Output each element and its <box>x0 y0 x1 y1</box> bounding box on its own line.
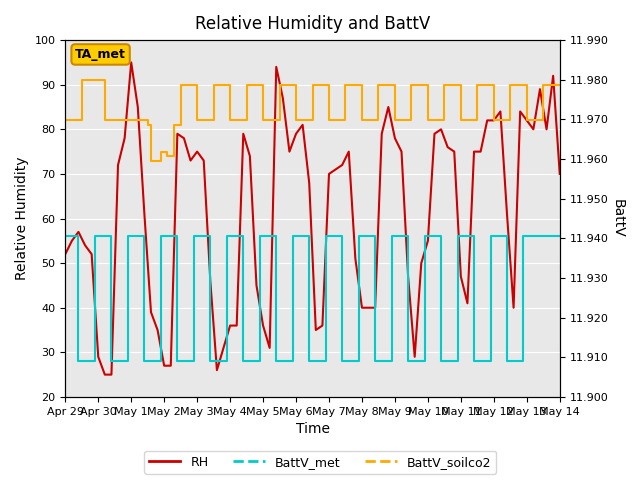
Title: Relative Humidity and BattV: Relative Humidity and BattV <box>195 15 430 33</box>
Line: BattV_met: BattV_met <box>65 236 560 361</box>
RH <box>470 149 478 155</box>
BattV_soilco2 <box>170 122 178 128</box>
RH <box>114 162 122 168</box>
Y-axis label: BattV: BattV <box>611 199 625 238</box>
BattV_met <box>124 359 132 364</box>
BattV_soilco2 <box>78 77 86 83</box>
Line: RH: RH <box>65 62 560 374</box>
BattV_met <box>322 359 330 364</box>
BattV_met <box>556 233 564 239</box>
BattV_soilco2 <box>556 82 564 87</box>
RH <box>404 274 412 279</box>
Legend: RH, BattV_met, BattV_soilco2: RH, BattV_met, BattV_soilco2 <box>144 451 496 474</box>
BattV_met <box>91 359 99 364</box>
RH <box>246 153 253 159</box>
BattV_soilco2 <box>276 118 284 123</box>
X-axis label: Time: Time <box>296 422 330 436</box>
RH <box>556 171 564 177</box>
RH <box>332 167 339 172</box>
RH <box>391 135 399 141</box>
BattV_soilco2 <box>457 82 465 87</box>
RH <box>61 252 69 257</box>
BattV_met <box>61 233 69 239</box>
Y-axis label: Relative Humidity: Relative Humidity <box>15 157 29 280</box>
BattV_soilco2 <box>111 118 118 123</box>
RH <box>101 372 109 377</box>
Text: TA_met: TA_met <box>75 48 126 61</box>
BattV_soilco2 <box>193 118 201 123</box>
BattV_met <box>420 359 428 364</box>
Line: BattV_soilco2: BattV_soilco2 <box>65 80 560 160</box>
BattV_met <box>141 359 148 364</box>
BattV_met <box>190 233 198 239</box>
BattV_met <box>75 359 83 364</box>
BattV_soilco2 <box>61 118 69 123</box>
RH <box>127 60 135 65</box>
BattV_soilco2 <box>147 157 155 163</box>
BattV_soilco2 <box>259 118 267 123</box>
